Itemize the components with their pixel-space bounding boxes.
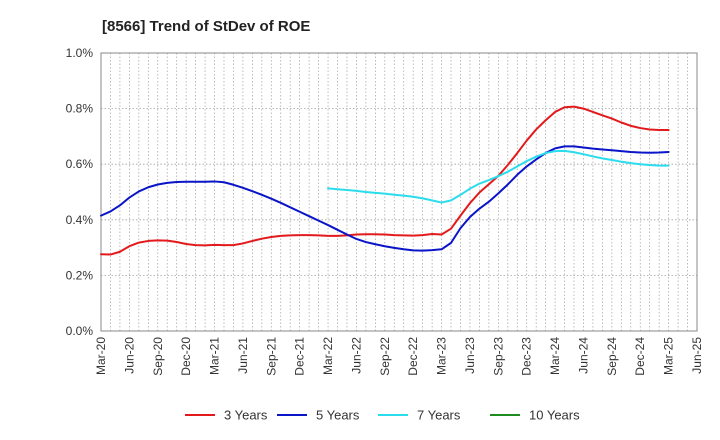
x-tick-label: Dec-20 bbox=[179, 337, 193, 376]
x-tick-label: Jun-25 bbox=[690, 337, 704, 374]
x-tick-label: Jun-23 bbox=[463, 337, 477, 374]
x-tick-label: Mar-23 bbox=[435, 337, 449, 375]
x-tick-label: Sep-23 bbox=[491, 337, 505, 376]
x-tick-label: Jun-22 bbox=[349, 337, 363, 374]
x-tick-label: Dec-22 bbox=[406, 337, 420, 376]
x-tick-label: Sep-22 bbox=[378, 337, 392, 376]
x-tick-label: Jun-24 bbox=[576, 337, 590, 374]
chart-title: [8566] Trend of StDev of ROE bbox=[102, 18, 310, 35]
plot-frame bbox=[100, 52, 698, 332]
y-tick-label: 0.2% bbox=[66, 268, 94, 282]
y-tick-label: 0.4% bbox=[66, 213, 94, 227]
series-line bbox=[100, 105, 670, 256]
legend: 3 Years 5 Years 7 Years 10 Years bbox=[185, 408, 580, 423]
legend-label: 7 Years bbox=[417, 408, 461, 423]
x-tick-label: Dec-23 bbox=[520, 337, 534, 376]
x-tick-label: Sep-20 bbox=[151, 337, 165, 376]
series-lines bbox=[100, 105, 670, 256]
y-tick-label: 0.0% bbox=[66, 324, 94, 338]
x-tick-label: Mar-22 bbox=[321, 337, 335, 375]
x-tick-label: Sep-21 bbox=[264, 337, 278, 376]
x-tick-label: Dec-21 bbox=[293, 337, 307, 376]
x-tick-label: Jun-21 bbox=[236, 337, 250, 374]
x-tick-label: Mar-20 bbox=[94, 337, 108, 375]
legend-label: 5 Years bbox=[316, 408, 360, 423]
y-tick-label: 1.0% bbox=[66, 46, 94, 60]
axes: 0.0% 0.2% 0.4% 0.6% 0.8% 1.0% Mar-20 Jun-20 Sep-… bbox=[66, 46, 704, 376]
series-line bbox=[100, 145, 670, 252]
series-line bbox=[327, 149, 670, 204]
x-tick-label: Jun-20 bbox=[122, 337, 136, 374]
x-tick-label: Mar-24 bbox=[548, 337, 562, 375]
y-tick-label: 0.6% bbox=[66, 157, 94, 171]
x-tick-label: Mar-25 bbox=[662, 337, 676, 375]
x-tick-label: Sep-24 bbox=[605, 337, 619, 376]
y-tick-label: 0.8% bbox=[66, 102, 94, 116]
x-tick-label: Mar-21 bbox=[208, 337, 222, 375]
legend-label: 3 Years bbox=[224, 408, 268, 423]
x-tick-label: Dec-24 bbox=[633, 337, 647, 376]
grid bbox=[100, 52, 698, 332]
legend-label: 10 Years bbox=[529, 408, 580, 423]
